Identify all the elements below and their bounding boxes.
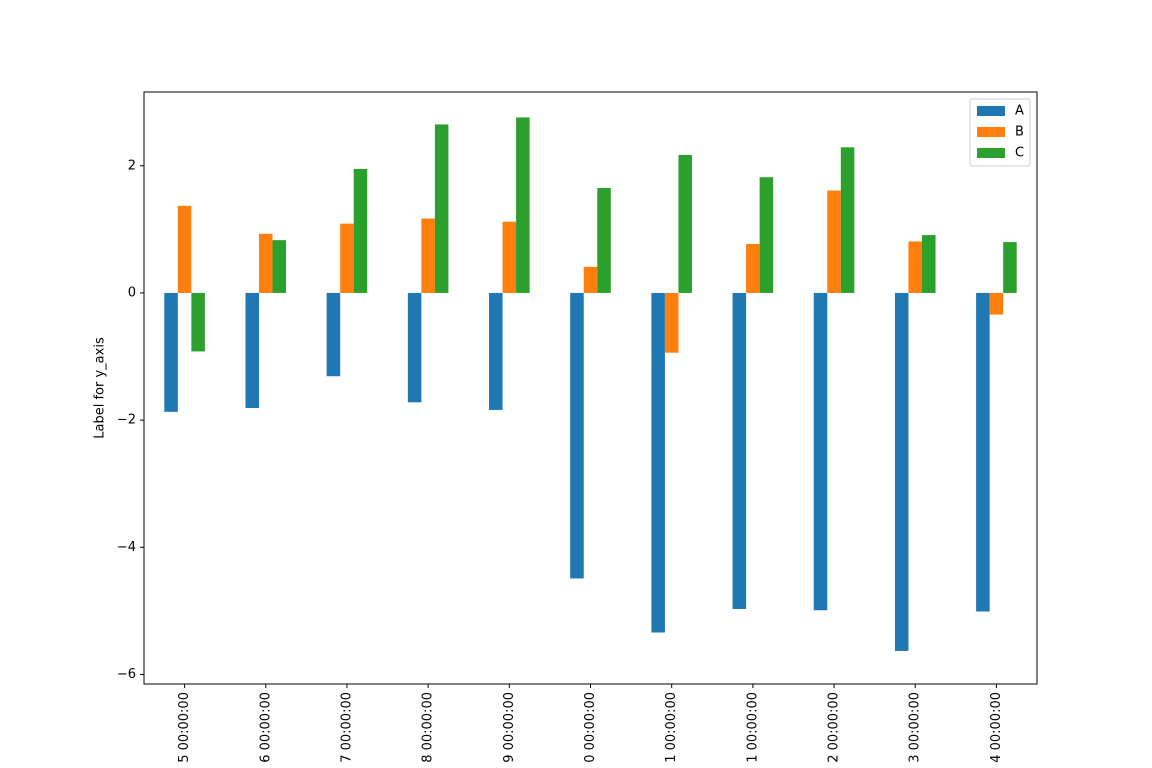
bar-A-10 bbox=[976, 292, 990, 612]
x-tick-label: 5 00:00:00 bbox=[177, 692, 192, 763]
x-tick-label: 1 00:00:00 bbox=[664, 692, 679, 763]
legend-label-C: C bbox=[1015, 146, 1024, 161]
y-tick-label: −2 bbox=[117, 413, 136, 428]
bar-A-6 bbox=[651, 292, 665, 633]
bar-A-4 bbox=[489, 292, 503, 410]
bar-B-6 bbox=[664, 292, 679, 353]
legend-swatch-B bbox=[977, 127, 1005, 137]
x-tick-label: 7 00:00:00 bbox=[339, 692, 354, 763]
legend-label-A: A bbox=[1015, 104, 1024, 119]
x-tick-label: 9 00:00:00 bbox=[502, 692, 517, 763]
bar-B-7 bbox=[746, 243, 760, 293]
bar-B-3 bbox=[421, 218, 435, 293]
bar-C-0 bbox=[191, 292, 205, 352]
legend-label-B: B bbox=[1015, 125, 1024, 140]
bar-A-9 bbox=[894, 292, 909, 651]
y-tick-label: 2 bbox=[128, 158, 136, 173]
bar-C-9 bbox=[921, 235, 936, 293]
bar-B-5 bbox=[583, 266, 598, 293]
y-axis-label: Label for y_axis bbox=[93, 337, 108, 439]
bar-C-10 bbox=[1003, 242, 1017, 293]
bars bbox=[164, 117, 1017, 651]
bar-B-10 bbox=[989, 292, 1004, 315]
x-tick-label: 1 00:00:00 bbox=[745, 692, 760, 763]
bar-A-7 bbox=[732, 292, 747, 609]
legend-swatch-C bbox=[977, 148, 1005, 158]
bar-B-4 bbox=[502, 221, 517, 293]
bar-A-3 bbox=[407, 292, 422, 403]
bar-C-2 bbox=[353, 168, 368, 293]
y-axis: −6 −4 −2 0 2 bbox=[117, 158, 144, 682]
y-tick-label: −6 bbox=[117, 667, 136, 682]
bar-C-5 bbox=[597, 188, 611, 293]
bar-A-5 bbox=[570, 292, 584, 579]
bar-B-2 bbox=[340, 223, 354, 293]
bar-B-9 bbox=[908, 241, 922, 293]
x-axis: 5 00:00:00 6 00:00:00 7 00:00:00 8 00:00:00… bbox=[177, 684, 1004, 763]
x-tick-label: 2 00:00:00 bbox=[827, 692, 842, 763]
legend: ABC bbox=[969, 98, 1031, 167]
x-tick-label: 0 00:00:00 bbox=[583, 692, 598, 763]
bar-C-8 bbox=[840, 147, 855, 293]
bar-A-1 bbox=[245, 292, 260, 409]
bar-B-1 bbox=[259, 233, 273, 293]
x-tick-label: 6 00:00:00 bbox=[258, 692, 273, 763]
y-tick-label: 0 bbox=[128, 285, 136, 300]
bar-C-6 bbox=[678, 154, 692, 293]
x-tick-label: 3 00:00:00 bbox=[908, 692, 923, 763]
bar-A-8 bbox=[813, 292, 828, 611]
x-tick-label: 4 00:00:00 bbox=[989, 692, 1004, 763]
bar-B-0 bbox=[177, 205, 192, 293]
bar-C-4 bbox=[516, 117, 530, 293]
legend-swatch-A bbox=[977, 106, 1005, 116]
bar-C-3 bbox=[434, 124, 449, 293]
bar-B-8 bbox=[827, 190, 841, 293]
y-tick-label: −4 bbox=[117, 540, 136, 555]
bar-A-2 bbox=[326, 292, 341, 377]
bar-A-0 bbox=[164, 292, 178, 412]
x-tick-label: 8 00:00:00 bbox=[421, 692, 436, 763]
bar-C-7 bbox=[759, 177, 774, 293]
bar-C-1 bbox=[272, 240, 287, 293]
